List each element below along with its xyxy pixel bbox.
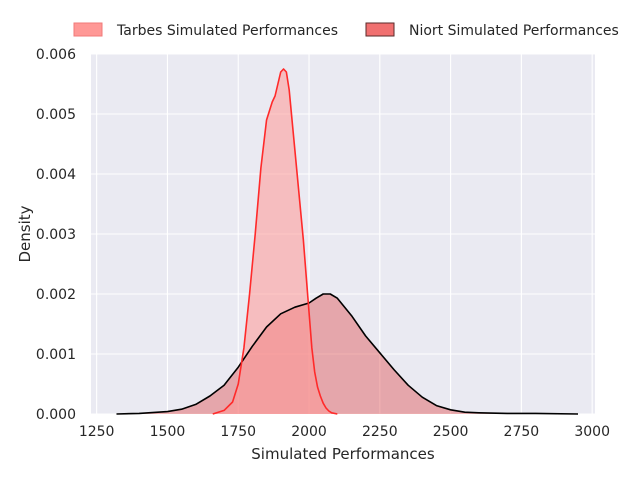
legend: Tarbes Simulated Performances Niort Simu… — [73, 22, 619, 39]
y-tick-label: 0.005 — [36, 107, 76, 123]
y-tick-label: 0.002 — [36, 287, 76, 303]
y-tick-label: 0.003 — [36, 227, 76, 243]
y-axis-label: Density — [16, 205, 34, 262]
tarbes-density-line — [212, 68, 338, 415]
x-tick-label: 3000 — [574, 424, 610, 440]
x-tick-label: 2250 — [362, 424, 398, 440]
tick-labels: 1250 1500 1750 2000 2250 2500 2750 3000 0.000 0.0… — [36, 47, 610, 440]
x-tick-label: 2500 — [433, 424, 469, 440]
x-tick-label: 1750 — [220, 424, 256, 440]
x-tick-label: 2000 — [291, 424, 327, 440]
x-tick-label: 1250 — [79, 424, 115, 440]
grid-lines — [91, 53, 595, 415]
legend-label-niort: Niort Simulated Performances — [409, 23, 619, 39]
niort-density-area — [116, 294, 579, 414]
density-series — [116, 68, 579, 415]
x-tick-label: 1500 — [150, 424, 186, 440]
x-axis-label: Simulated Performances — [251, 445, 435, 463]
niort-density-line — [116, 293, 579, 415]
legend-label-tarbes: Tarbes Simulated Performances — [116, 23, 338, 39]
y-tick-label: 0.000 — [36, 407, 76, 423]
y-tick-label: 0.004 — [36, 167, 76, 183]
legend-swatch-niort — [365, 22, 395, 37]
y-tick-label: 0.001 — [36, 347, 76, 363]
y-tick-label: 0.006 — [36, 47, 76, 63]
legend-swatch-tarbes — [73, 22, 103, 37]
tarbes-density-area — [212, 69, 338, 414]
x-tick-label: 2750 — [504, 424, 540, 440]
